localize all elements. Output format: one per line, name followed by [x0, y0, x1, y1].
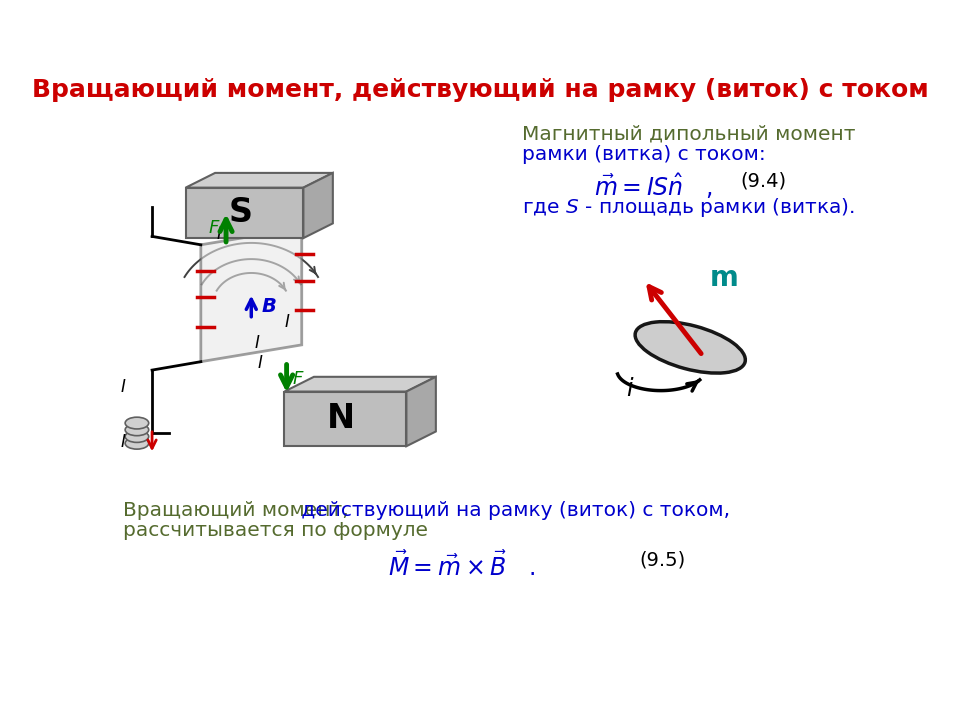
- Text: I: I: [284, 313, 289, 331]
- Text: $\vec{m} = IS\hat{n}$   ,: $\vec{m} = IS\hat{n}$ ,: [593, 171, 712, 201]
- Text: $\vec{M} = \vec{m} \times \vec{B}$   .: $\vec{M} = \vec{m} \times \vec{B}$ .: [388, 551, 535, 580]
- Text: N: N: [327, 402, 355, 436]
- Polygon shape: [406, 377, 436, 446]
- Text: где $S$ - площадь рамки (витка).: где $S$ - площадь рамки (витка).: [522, 196, 855, 219]
- Text: (9.5): (9.5): [639, 551, 686, 570]
- Text: I: I: [217, 225, 222, 243]
- Ellipse shape: [125, 424, 149, 436]
- Polygon shape: [201, 228, 301, 361]
- Text: F: F: [293, 370, 302, 388]
- Polygon shape: [284, 392, 406, 446]
- Text: F: F: [208, 219, 219, 237]
- Ellipse shape: [636, 322, 745, 373]
- Text: рассчитывается по формуле: рассчитывается по формуле: [123, 521, 427, 541]
- Text: m: m: [709, 264, 738, 292]
- Text: I: I: [257, 354, 262, 372]
- Text: Магнитный дипольный момент: Магнитный дипольный момент: [522, 125, 855, 143]
- Text: (9.4): (9.4): [741, 171, 787, 191]
- Polygon shape: [185, 188, 303, 238]
- Text: рамки (витка) с током:: рамки (витка) с током:: [522, 145, 766, 163]
- Polygon shape: [284, 377, 436, 392]
- Ellipse shape: [125, 431, 149, 442]
- Text: i: i: [626, 377, 633, 402]
- Text: I: I: [254, 334, 259, 352]
- Ellipse shape: [125, 417, 149, 429]
- Ellipse shape: [125, 437, 149, 449]
- Text: Вращающий момент,: Вращающий момент,: [123, 501, 348, 521]
- Text: B: B: [261, 297, 276, 315]
- Polygon shape: [185, 173, 333, 188]
- Text: I: I: [120, 433, 125, 451]
- Text: Вращающий момент, действующий на рамку (виток) с током: Вращающий момент, действующий на рамку (…: [32, 78, 928, 102]
- Text: S: S: [228, 197, 252, 230]
- Text: действующий на рамку (виток) с током,: действующий на рамку (виток) с током,: [295, 501, 731, 521]
- Polygon shape: [303, 173, 333, 238]
- Text: I: I: [120, 378, 125, 396]
